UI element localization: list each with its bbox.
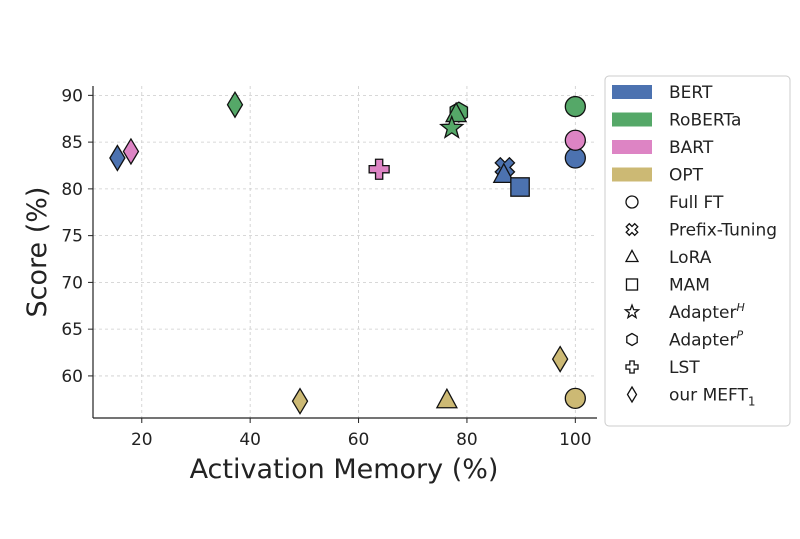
legend-marker-x [625, 222, 639, 237]
legend-label: BART [669, 138, 714, 158]
x-tick-label: 100 [559, 430, 591, 450]
legend-swatch [612, 140, 652, 154]
x-tick-label: 80 [456, 430, 478, 450]
legend-swatch [612, 112, 652, 127]
grid-lines [93, 86, 597, 418]
legend-label: AdapterP [669, 329, 743, 351]
legend-label: OPT [669, 166, 704, 186]
legend-label-text: Adapter [669, 303, 736, 323]
y-tick-label: 60 [61, 367, 83, 387]
data-point-opt-triangle [435, 387, 458, 409]
tick-labels: 20 40 60 80 100 60 65 70 75 80 85 90 [61, 86, 591, 450]
data-point-bert-diamond [109, 144, 126, 172]
legend-label-text: MAM [669, 276, 710, 296]
legend-label-text: LST [669, 358, 700, 378]
legend-label: BERT [669, 83, 713, 103]
legend-label: MAM [669, 276, 710, 296]
legend-label: LST [669, 358, 700, 378]
data-point-bart-circle [564, 129, 586, 151]
legend-marker-hexagon [626, 332, 638, 347]
legend-swatch [612, 85, 652, 99]
data-point-bart-plus [368, 158, 390, 180]
y-axis-label: Score (%) [22, 187, 53, 318]
x-tick-label: 20 [131, 430, 153, 450]
legend-marker-circle [625, 195, 639, 209]
y-tick-label: 85 [61, 133, 83, 153]
legend-label-superscript: H [736, 301, 744, 314]
legend: BERT RoBERTa BART OPT Full FT Prefix-Tuning Lo… [604, 75, 791, 427]
data-point-opt-circle [564, 387, 586, 410]
legend-label-text: our MEFT [669, 386, 748, 406]
data-points [109, 90, 586, 415]
y-tick-label: 70 [61, 273, 83, 293]
legend-swatch [612, 167, 652, 182]
legend-label: AdapterH [669, 301, 745, 323]
legend-label-text: Adapter [669, 331, 736, 351]
x-axis-label: Activation Memory (%) [190, 454, 499, 485]
y-tick-label: 90 [61, 86, 83, 106]
legend-label: our MEFT1 [669, 386, 755, 409]
legend-label-text: Full FT [669, 193, 724, 213]
legend-label: RoBERTa [669, 111, 741, 131]
legend-marker-triangle [624, 249, 640, 263]
data-point-roberta-circle [564, 95, 586, 118]
legend-marker-square [625, 278, 639, 291]
data-point-bert-triangle [492, 162, 515, 183]
data-point-roberta-star [439, 114, 465, 139]
y-tick-label: 75 [61, 227, 83, 247]
legend-label-superscript: P [736, 329, 743, 342]
y-tick-label: 65 [61, 320, 83, 340]
legend-label: LoRA [669, 248, 712, 268]
x-tick-label: 60 [348, 430, 370, 450]
legend-label-text: Prefix-Tuning [669, 221, 777, 241]
y-tick-label: 80 [61, 180, 83, 200]
legend-label: Prefix-Tuning [669, 221, 777, 241]
data-point-opt-diamond [291, 387, 309, 415]
legend-label-text: LoRA [669, 248, 712, 268]
data-point-opt-diamond [551, 345, 569, 373]
axes [88, 86, 597, 423]
legend-marker-plus [625, 360, 639, 374]
legend-label-subscript: 1 [748, 395, 756, 409]
x-tick-label: 40 [239, 430, 261, 450]
legend-marker-diamond [626, 385, 638, 404]
legend-label: Full FT [669, 193, 724, 213]
data-point-bart-diamond [122, 137, 140, 166]
legend-marker-star [623, 303, 641, 320]
legend-box [604, 75, 791, 427]
data-point-bert-circle [564, 147, 586, 169]
data-point-bert-square [510, 177, 530, 197]
data-point-roberta-diamond [226, 90, 244, 119]
